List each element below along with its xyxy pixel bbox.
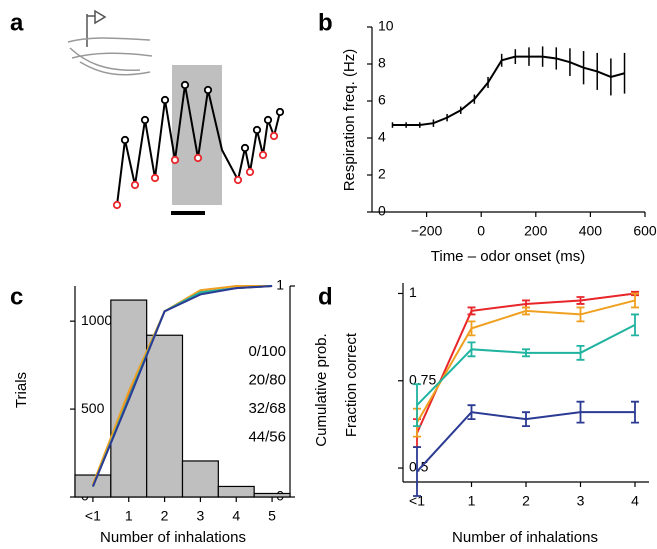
y-tick-label: 1000 bbox=[81, 312, 112, 328]
x-axis-label: Number of inhalations bbox=[452, 529, 598, 546]
error-bar bbox=[413, 383, 421, 428]
error-bar bbox=[467, 341, 476, 358]
y-tick-label: 6 bbox=[378, 92, 386, 108]
error-bar bbox=[576, 296, 585, 305]
bar bbox=[253, 492, 291, 498]
x-axis-label: Number of inhalations bbox=[100, 529, 246, 546]
x-tick-label: 1 bbox=[125, 508, 133, 524]
error-bar bbox=[522, 306, 530, 316]
x-tick-label: 2 bbox=[161, 508, 169, 524]
x-tick-label: 0 bbox=[477, 223, 485, 239]
y2-axis-label: Cumulative prob. bbox=[313, 333, 330, 446]
panel-label: a bbox=[10, 9, 24, 36]
x-tick-label: −200 bbox=[411, 223, 443, 239]
error-bar bbox=[467, 320, 476, 337]
odor-window bbox=[172, 65, 222, 205]
x-tick-label: 2 bbox=[522, 493, 530, 509]
error-bar bbox=[522, 411, 530, 428]
y-tick-label: 8 bbox=[378, 55, 386, 71]
x-tick-label: 3 bbox=[197, 508, 205, 524]
error-bar bbox=[413, 446, 421, 497]
cumulative-line bbox=[91, 285, 273, 487]
y-axis-label: Trials bbox=[13, 372, 30, 408]
x-tick-label: <1 bbox=[85, 508, 101, 524]
error-bar bbox=[467, 306, 476, 316]
x-tick-label: 600 bbox=[633, 223, 657, 239]
bar bbox=[217, 485, 255, 498]
x-tick-label: 5 bbox=[268, 508, 276, 524]
error-bar bbox=[576, 400, 585, 424]
respiration-trace bbox=[112, 80, 285, 210]
odor-icon bbox=[67, 9, 153, 76]
bar bbox=[146, 334, 184, 498]
y-tick-label: 0 bbox=[378, 203, 386, 219]
y-axis-label: Respiration freq. (Hz) bbox=[341, 49, 358, 192]
error-bar bbox=[576, 306, 585, 323]
y-tick-label: 4 bbox=[378, 129, 386, 145]
error-bar bbox=[522, 348, 530, 358]
x-tick-label: 4 bbox=[631, 493, 639, 509]
error-bar bbox=[631, 313, 639, 337]
panel-label: c bbox=[10, 283, 23, 310]
y-axis-label: Fraction correct bbox=[343, 332, 360, 437]
legend-entry: 32/68 bbox=[248, 400, 286, 417]
error-bar bbox=[631, 400, 639, 424]
bar bbox=[181, 460, 219, 498]
legend-entry: 20/80 bbox=[248, 371, 286, 388]
y-tick-label: 1 bbox=[276, 277, 284, 293]
y-tick-label: 500 bbox=[81, 400, 105, 416]
x-axis-label: Time – odor onset (ms) bbox=[431, 248, 586, 265]
legend-entry: 44/56 bbox=[248, 428, 286, 445]
legend-entry: 0/100 bbox=[248, 343, 286, 360]
x-tick-label: 400 bbox=[579, 223, 603, 239]
data-line bbox=[392, 55, 625, 127]
x-tick-label: 4 bbox=[232, 508, 240, 524]
error-bar bbox=[631, 292, 639, 309]
panel-label: d bbox=[318, 283, 333, 310]
error-bar bbox=[467, 404, 476, 421]
x-tick-label: 3 bbox=[577, 493, 585, 509]
y-tick-label: 1 bbox=[409, 284, 417, 300]
x-tick-label: 200 bbox=[524, 223, 548, 239]
y-tick-label: 10 bbox=[378, 18, 394, 34]
panel-label: b bbox=[318, 9, 333, 36]
x-tick-label: 1 bbox=[468, 493, 476, 509]
error-bar bbox=[576, 344, 585, 361]
y-tick-label: 2 bbox=[378, 166, 386, 182]
